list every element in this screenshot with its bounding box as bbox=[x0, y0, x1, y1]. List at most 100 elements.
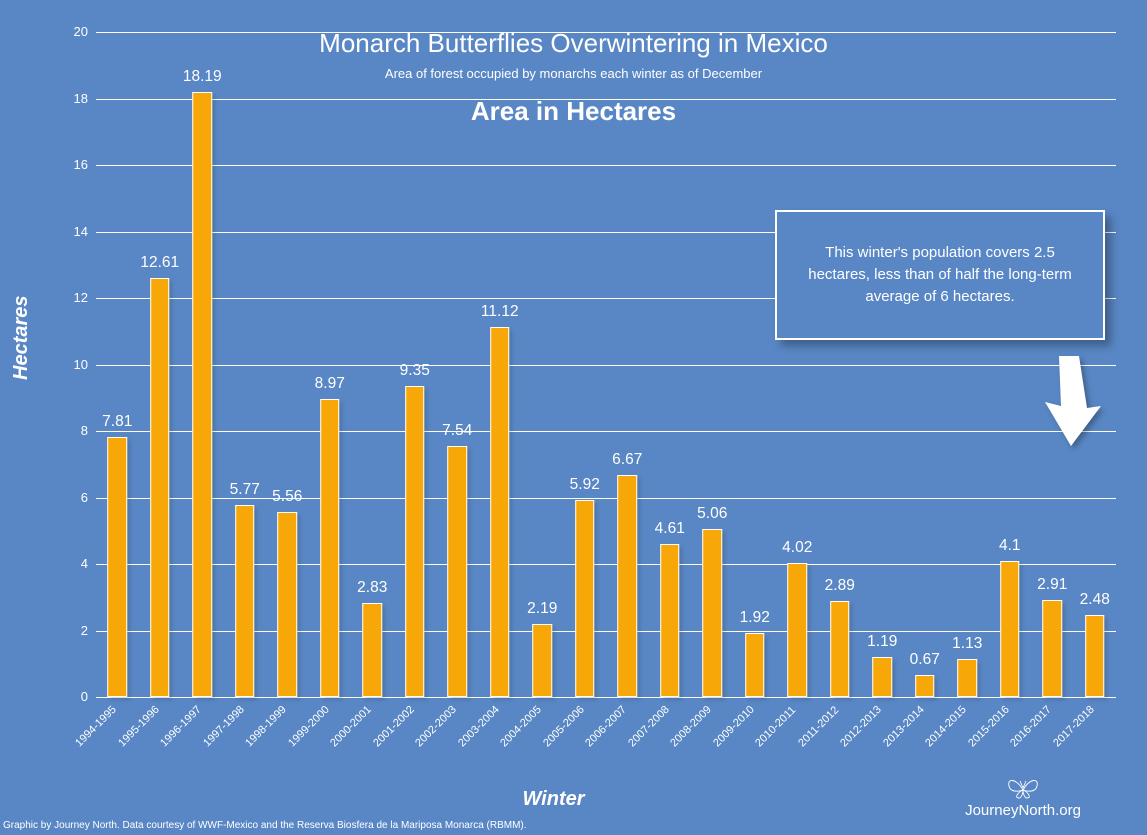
bar: 5.771997-1998 bbox=[224, 32, 267, 697]
bar-rect bbox=[532, 624, 552, 697]
x-tick-label: 1996-1997 bbox=[158, 704, 204, 750]
x-tick-label: 1998-1999 bbox=[243, 704, 289, 750]
bar: 1.132014-2015 bbox=[946, 32, 989, 697]
bar: 1.192012-2013 bbox=[861, 32, 904, 697]
bar-value-label: 0.67 bbox=[910, 651, 940, 669]
bar-value-label: 4.02 bbox=[782, 539, 812, 557]
y-tick-label: 2 bbox=[48, 623, 88, 638]
x-tick-label: 2007-2008 bbox=[626, 704, 672, 750]
bar-rect bbox=[787, 563, 807, 697]
bar-value-label: 2.48 bbox=[1080, 591, 1110, 609]
bar-series: 7.811994-199512.611995-199618.191996-199… bbox=[96, 32, 1116, 697]
x-tick-label: 1999-2000 bbox=[286, 704, 332, 750]
bar-rect bbox=[702, 529, 722, 697]
bar-rect bbox=[1085, 615, 1105, 697]
bar-rect bbox=[150, 278, 170, 697]
y-tick-label: 0 bbox=[48, 689, 88, 704]
y-axis-label: Hectares bbox=[10, 295, 33, 380]
bar-value-label: 9.35 bbox=[400, 362, 430, 380]
bar: 9.352001-2002 bbox=[394, 32, 437, 697]
x-tick-label: 2013-2014 bbox=[881, 704, 927, 750]
bar-rect bbox=[915, 675, 935, 697]
x-tick-label: 2009-2010 bbox=[711, 704, 757, 750]
x-tick-label: 1995-1996 bbox=[116, 704, 162, 750]
arrow-icon bbox=[1045, 356, 1101, 446]
bar-value-label: 4.1 bbox=[999, 537, 1021, 555]
bar-value-label: 6.67 bbox=[612, 451, 642, 469]
bar-value-label: 5.06 bbox=[697, 505, 727, 523]
y-tick-label: 14 bbox=[48, 224, 88, 239]
bar: 12.611995-1996 bbox=[139, 32, 182, 697]
x-tick-label: 2000-2001 bbox=[328, 704, 374, 750]
butterfly-icon bbox=[1006, 776, 1040, 800]
callout-text: This winter's population covers 2.5 hect… bbox=[795, 242, 1085, 307]
bar-rect bbox=[277, 512, 297, 697]
bar-rect bbox=[362, 603, 382, 697]
x-tick-label: 2001-2002 bbox=[371, 704, 417, 750]
bar: 5.062008-2009 bbox=[691, 32, 734, 697]
bar-rect bbox=[617, 475, 637, 697]
bar-value-label: 5.92 bbox=[570, 476, 600, 494]
bar-value-label: 2.19 bbox=[527, 600, 557, 618]
y-tick-label: 8 bbox=[48, 423, 88, 438]
bar-rect bbox=[490, 327, 510, 697]
bar: 7.542002-2003 bbox=[436, 32, 479, 697]
x-tick-label: 2008-2009 bbox=[668, 704, 714, 750]
bar-value-label: 2.91 bbox=[1037, 576, 1067, 594]
x-tick-label: 2011-2012 bbox=[796, 704, 841, 749]
y-tick-label: 16 bbox=[48, 157, 88, 172]
y-tick-label: 4 bbox=[48, 556, 88, 571]
bar-value-label: 12.61 bbox=[140, 254, 179, 272]
bar: 2.892011-2012 bbox=[819, 32, 862, 697]
bar-rect bbox=[660, 544, 680, 697]
plot-area: 02468101214161820 7.811994-199512.611995… bbox=[96, 32, 1116, 697]
bar: 8.971999-2000 bbox=[309, 32, 352, 697]
x-tick-label: 1994-1995 bbox=[73, 704, 119, 750]
bar-rect bbox=[575, 500, 595, 697]
x-tick-label: 2005-2006 bbox=[541, 704, 587, 750]
bar-value-label: 2.83 bbox=[357, 579, 387, 597]
bar-value-label: 7.54 bbox=[442, 422, 472, 440]
bar-value-label: 1.19 bbox=[867, 633, 897, 651]
bar: 2.192004-2005 bbox=[521, 32, 564, 697]
bar-rect bbox=[235, 505, 255, 697]
bar-value-label: 1.92 bbox=[740, 609, 770, 627]
bar: 1.922009-2010 bbox=[734, 32, 777, 697]
bar-rect bbox=[830, 601, 850, 697]
bar: 11.122003-2004 bbox=[479, 32, 522, 697]
bar: 7.811994-1995 bbox=[96, 32, 139, 697]
y-tick-label: 12 bbox=[48, 290, 88, 305]
bar: 5.561998-1999 bbox=[266, 32, 309, 697]
callout-box: This winter's population covers 2.5 hect… bbox=[775, 210, 1105, 340]
bar-rect bbox=[957, 659, 977, 697]
x-tick-label: 2015-2016 bbox=[966, 704, 1012, 750]
chart-canvas: Monarch Butterflies Overwintering in Mex… bbox=[0, 0, 1147, 835]
bar-value-label: 7.81 bbox=[102, 413, 132, 431]
x-tick-label: 1997-1998 bbox=[201, 704, 247, 750]
x-tick-label: 2010-2011 bbox=[753, 704, 798, 749]
bar-rect bbox=[405, 386, 425, 697]
x-axis-label: Winter bbox=[0, 788, 1107, 811]
bar: 4.612007-2008 bbox=[649, 32, 692, 697]
bar-rect bbox=[745, 633, 765, 697]
bar-value-label: 5.56 bbox=[272, 488, 302, 506]
x-tick-label: 2012-2013 bbox=[838, 704, 884, 750]
bar: 6.672006-2007 bbox=[606, 32, 649, 697]
bar-rect bbox=[447, 446, 467, 697]
bar: 4.12015-2016 bbox=[989, 32, 1032, 697]
brand-text: JourneyNorth.org bbox=[965, 802, 1081, 819]
bar: 4.022010-2011 bbox=[776, 32, 819, 697]
bar-value-label: 5.77 bbox=[230, 481, 260, 499]
y-tick-label: 6 bbox=[48, 490, 88, 505]
bar: 5.922005-2006 bbox=[564, 32, 607, 697]
x-tick-label: 2003-2004 bbox=[456, 704, 502, 750]
bar-rect bbox=[1042, 600, 1062, 697]
y-tick-label: 20 bbox=[48, 24, 88, 39]
bar-rect bbox=[872, 657, 892, 697]
y-tick-label: 10 bbox=[48, 357, 88, 372]
x-tick-label: 2014-2015 bbox=[923, 704, 969, 750]
bar-value-label: 1.13 bbox=[952, 635, 982, 653]
y-tick-label: 18 bbox=[48, 91, 88, 106]
bar-value-label: 11.12 bbox=[481, 303, 519, 321]
bar-rect bbox=[1000, 561, 1020, 697]
